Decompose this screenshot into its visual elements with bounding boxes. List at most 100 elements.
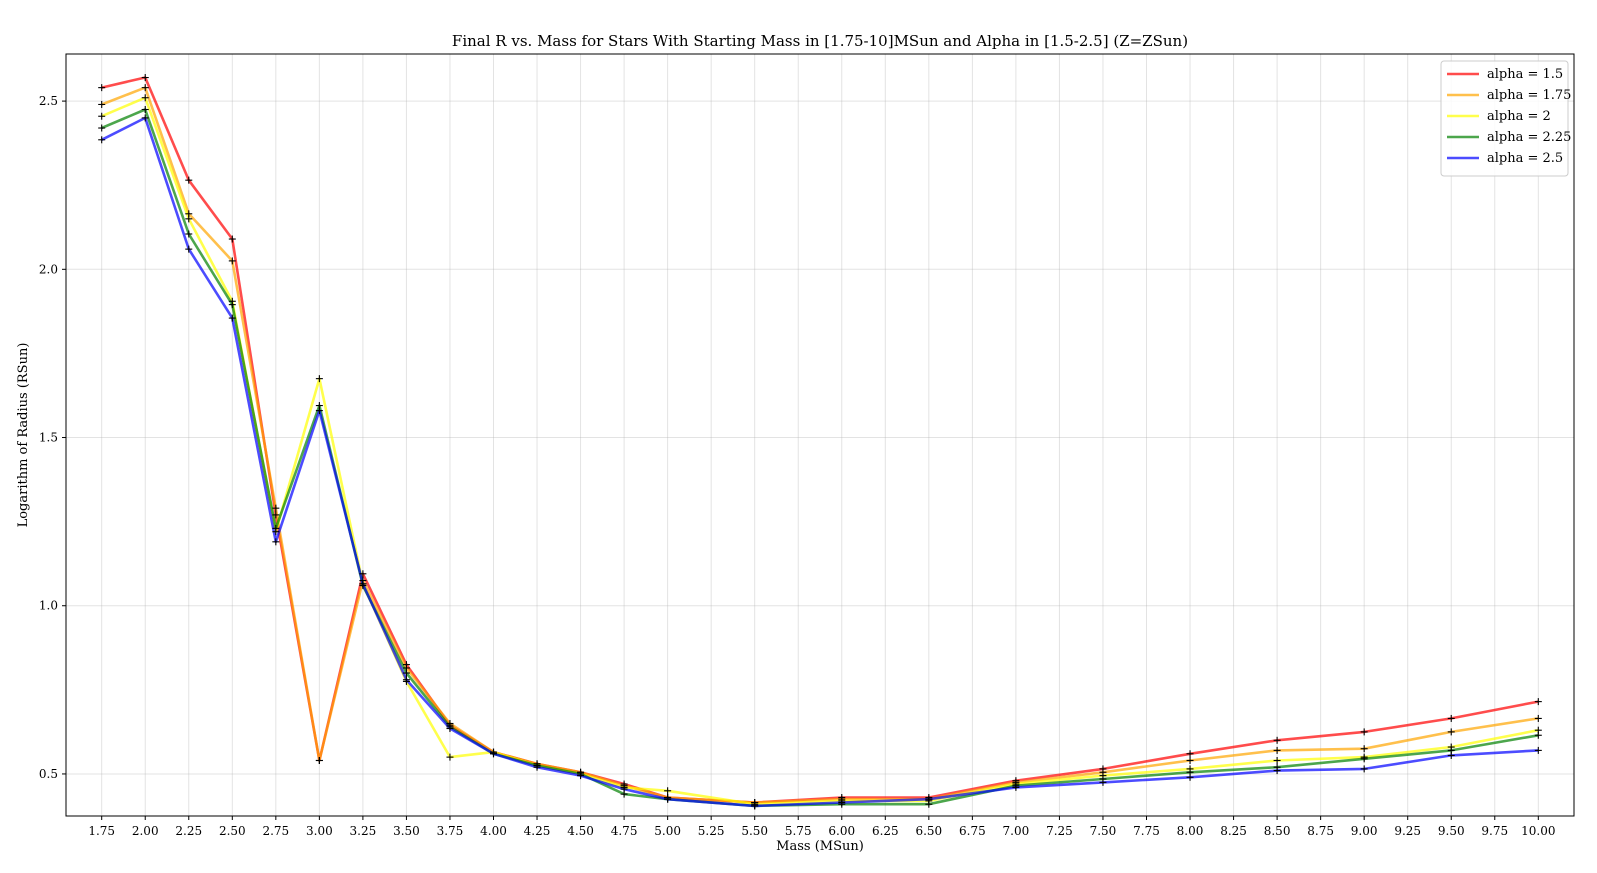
- legend-item: alpha = 1.75: [1447, 88, 1571, 103]
- data-point: [1273, 756, 1281, 764]
- data-point: [228, 235, 236, 243]
- data-point: [1534, 714, 1542, 722]
- series-line: [101, 86, 1539, 804]
- data-point: [98, 136, 106, 144]
- data-point: [228, 257, 236, 265]
- x-tick-label: 4.50: [567, 824, 594, 838]
- data-point: [359, 580, 367, 588]
- data-point: [141, 84, 149, 92]
- x-tick-label: 7.75: [1133, 824, 1160, 838]
- x-tick-label: 6.00: [828, 824, 855, 838]
- legend-item: alpha = 2.5: [1447, 151, 1563, 166]
- legend-label: alpha = 2.25: [1487, 130, 1571, 145]
- markers-layer: [98, 74, 1542, 810]
- y-tick-label: 1.0: [39, 599, 58, 613]
- x-tick-label: 8.75: [1307, 824, 1334, 838]
- data-point: [1360, 755, 1368, 763]
- data-point: [1534, 698, 1542, 706]
- data-point: [98, 100, 106, 108]
- series-line: [101, 108, 1539, 808]
- data-point: [1360, 745, 1368, 753]
- data-point: [925, 795, 933, 803]
- data-point: [1534, 731, 1542, 739]
- data-point: [664, 795, 672, 803]
- series-layer: [101, 76, 1539, 808]
- x-tick-label: 9.75: [1481, 824, 1508, 838]
- x-tick-label: 8.25: [1220, 824, 1247, 838]
- data-point: [1273, 746, 1281, 754]
- y-tick-label: 2.5: [39, 94, 58, 108]
- x-tick-label: 7.25: [1046, 824, 1073, 838]
- data-point: [446, 725, 454, 733]
- legend-item: alpha = 2.25: [1447, 130, 1571, 145]
- data-point: [272, 511, 280, 519]
- data-point: [1273, 736, 1281, 744]
- data-point: [489, 750, 497, 758]
- x-tick-label: 3.75: [437, 824, 464, 838]
- x-tick-label: 2.50: [219, 824, 246, 838]
- y-tick-label: 0.5: [39, 767, 58, 781]
- x-tick-label: 2.75: [262, 824, 289, 838]
- data-point: [141, 94, 149, 102]
- y-tick-label: 2.0: [39, 262, 58, 276]
- legend-box: [1440, 60, 1569, 177]
- x-tick-label: 5.25: [698, 824, 725, 838]
- data-point: [272, 504, 280, 512]
- data-point: [1186, 756, 1194, 764]
- data-point: [1360, 765, 1368, 773]
- x-tick-label: 5.00: [654, 824, 681, 838]
- x-tick-label: 6.75: [959, 824, 986, 838]
- x-tick-label: 6.25: [872, 824, 899, 838]
- data-point: [620, 785, 628, 793]
- data-point: [315, 375, 323, 383]
- x-tick-label: 7.00: [1003, 824, 1030, 838]
- x-tick-label: 4.00: [480, 824, 507, 838]
- x-tick-label: 8.50: [1264, 824, 1291, 838]
- data-point: [1447, 751, 1455, 759]
- x-tick-label: 2.25: [175, 824, 202, 838]
- x-tick-label: 9.25: [1394, 824, 1421, 838]
- x-tick-label: 1.75: [88, 824, 115, 838]
- data-point: [272, 538, 280, 546]
- legend-label: alpha = 2.5: [1487, 151, 1563, 166]
- data-point: [185, 215, 193, 223]
- data-point: [359, 570, 367, 578]
- data-point: [141, 106, 149, 114]
- data-point: [664, 787, 672, 795]
- data-point: [838, 799, 846, 807]
- data-point: [1186, 773, 1194, 781]
- legend-label: alpha = 2: [1487, 109, 1551, 124]
- x-tick-label: 9.50: [1438, 824, 1465, 838]
- x-axis: 1.75 2.00 2.25 2.50 2.75 3.00 3.25 3.50 3.75 4.00…: [88, 816, 1555, 838]
- data-point: [315, 756, 323, 764]
- data-point: [1447, 728, 1455, 736]
- data-point: [446, 753, 454, 761]
- data-point: [402, 676, 410, 684]
- data-point: [402, 669, 410, 677]
- legend: alpha = 1.5 alpha = 1.75 alpha = 2 alpha = …: [1440, 60, 1571, 177]
- data-point: [1099, 778, 1107, 786]
- data-point: [98, 112, 106, 120]
- data-point: [185, 230, 193, 238]
- data-point: [141, 114, 149, 122]
- x-tick-label: 4.25: [524, 824, 551, 838]
- x-axis-label: Mass (MSun): [776, 839, 864, 854]
- y-tick-label: 1.5: [39, 431, 58, 445]
- data-point: [185, 245, 193, 253]
- x-tick-label: 3.50: [393, 824, 420, 838]
- legend-label: alpha = 1.5: [1487, 67, 1563, 82]
- data-point: [185, 176, 193, 184]
- x-tick-label: 5.75: [785, 824, 812, 838]
- data-point: [228, 301, 236, 309]
- legend-item: alpha = 2: [1447, 109, 1551, 124]
- data-point: [1360, 728, 1368, 736]
- series-line: [101, 116, 1539, 808]
- data-point: [315, 407, 323, 415]
- x-tick-label: 2.00: [132, 824, 159, 838]
- data-point: [751, 802, 759, 810]
- data-point: [1012, 783, 1020, 791]
- x-tick-label: 5.50: [741, 824, 768, 838]
- data-point: [577, 772, 585, 780]
- x-tick-label: 4.75: [611, 824, 638, 838]
